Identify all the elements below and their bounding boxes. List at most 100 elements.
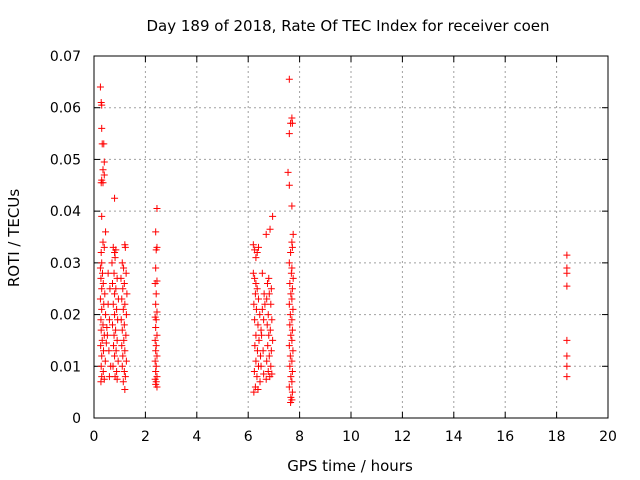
data-point	[264, 311, 272, 319]
data-point	[102, 311, 110, 319]
data-point	[153, 352, 161, 360]
data-point	[117, 274, 125, 282]
data-point	[249, 269, 257, 277]
data-point	[118, 259, 126, 267]
data-point	[99, 238, 107, 246]
data-point	[122, 357, 130, 365]
data-point	[252, 280, 260, 288]
data-point	[99, 321, 107, 329]
data-point	[261, 300, 269, 308]
data-point	[97, 274, 105, 282]
data-point	[287, 331, 295, 339]
data-point	[105, 347, 113, 355]
data-point	[105, 316, 113, 324]
data-point	[285, 181, 293, 189]
data-point	[152, 316, 160, 324]
data-point	[262, 230, 270, 238]
data-point	[257, 326, 265, 334]
x-tick-label: 10	[342, 429, 360, 445]
data-point	[111, 249, 119, 257]
data-point	[119, 352, 127, 360]
data-point	[152, 367, 160, 375]
data-point	[256, 311, 264, 319]
data-point	[265, 290, 273, 298]
data-point	[101, 290, 109, 298]
data-point	[267, 285, 275, 293]
data-point	[152, 264, 160, 272]
data-point	[286, 311, 294, 319]
data-point	[152, 300, 160, 308]
data-point	[112, 326, 120, 334]
data-point	[98, 101, 106, 109]
data-point	[288, 336, 296, 344]
data-point	[98, 352, 106, 360]
data-point	[269, 336, 277, 344]
data-point	[97, 316, 105, 324]
data-point	[104, 269, 112, 277]
y-tick-label: 0.07	[50, 49, 81, 65]
data-point	[252, 357, 260, 365]
data-point	[285, 342, 293, 350]
data-point	[97, 342, 105, 350]
data-point	[108, 259, 116, 267]
data-point	[286, 321, 294, 329]
data-point	[264, 342, 272, 350]
data-point	[111, 352, 119, 360]
data-point	[100, 140, 108, 148]
data-point	[287, 249, 295, 257]
data-point	[111, 254, 119, 262]
data-point	[287, 373, 295, 381]
data-point	[112, 347, 120, 355]
data-point	[563, 251, 571, 259]
data-point	[118, 362, 126, 370]
data-point	[254, 243, 262, 251]
x-tick-label: 12	[393, 429, 411, 445]
data-point	[563, 362, 571, 370]
data-point	[106, 285, 114, 293]
data-point	[252, 305, 260, 313]
data-point	[99, 280, 107, 288]
data-point	[98, 285, 106, 293]
data-point	[288, 316, 296, 324]
data-point	[96, 83, 104, 91]
data-point	[97, 249, 105, 257]
data-point	[102, 228, 110, 236]
data-point	[265, 352, 273, 360]
data-point	[121, 347, 129, 355]
data-point	[99, 367, 107, 375]
x-axis-label: GPS time / hours	[287, 457, 413, 475]
data-point	[110, 331, 118, 339]
data-point	[258, 331, 266, 339]
data-point	[253, 373, 261, 381]
data-point	[103, 324, 111, 331]
data-point	[120, 321, 128, 329]
data-point	[288, 326, 296, 334]
data-point	[258, 305, 266, 313]
data-point	[113, 367, 121, 375]
x-tick-label: 14	[445, 429, 463, 445]
data-point	[120, 336, 128, 344]
data-point	[252, 254, 260, 262]
data-point	[266, 326, 274, 334]
x-tick-label: 4	[192, 429, 201, 445]
data-point	[152, 362, 160, 370]
data-point	[96, 295, 104, 303]
data-point	[288, 264, 296, 272]
data-point	[266, 225, 274, 233]
data-point	[250, 388, 258, 396]
data-point	[151, 336, 159, 344]
data-point	[262, 375, 270, 383]
data-point	[250, 300, 258, 308]
data-point	[152, 246, 160, 254]
data-point	[268, 316, 276, 324]
data-point	[289, 347, 297, 355]
data-point	[288, 202, 296, 210]
grid-lines	[94, 56, 608, 418]
y-axis-label: ROTI / TECUs	[5, 189, 23, 287]
data-point	[110, 269, 118, 277]
y-tick-label: 0.04	[50, 204, 81, 220]
data-point	[111, 311, 119, 319]
data-point	[266, 373, 274, 381]
data-point	[263, 357, 271, 365]
data-point	[251, 274, 259, 282]
